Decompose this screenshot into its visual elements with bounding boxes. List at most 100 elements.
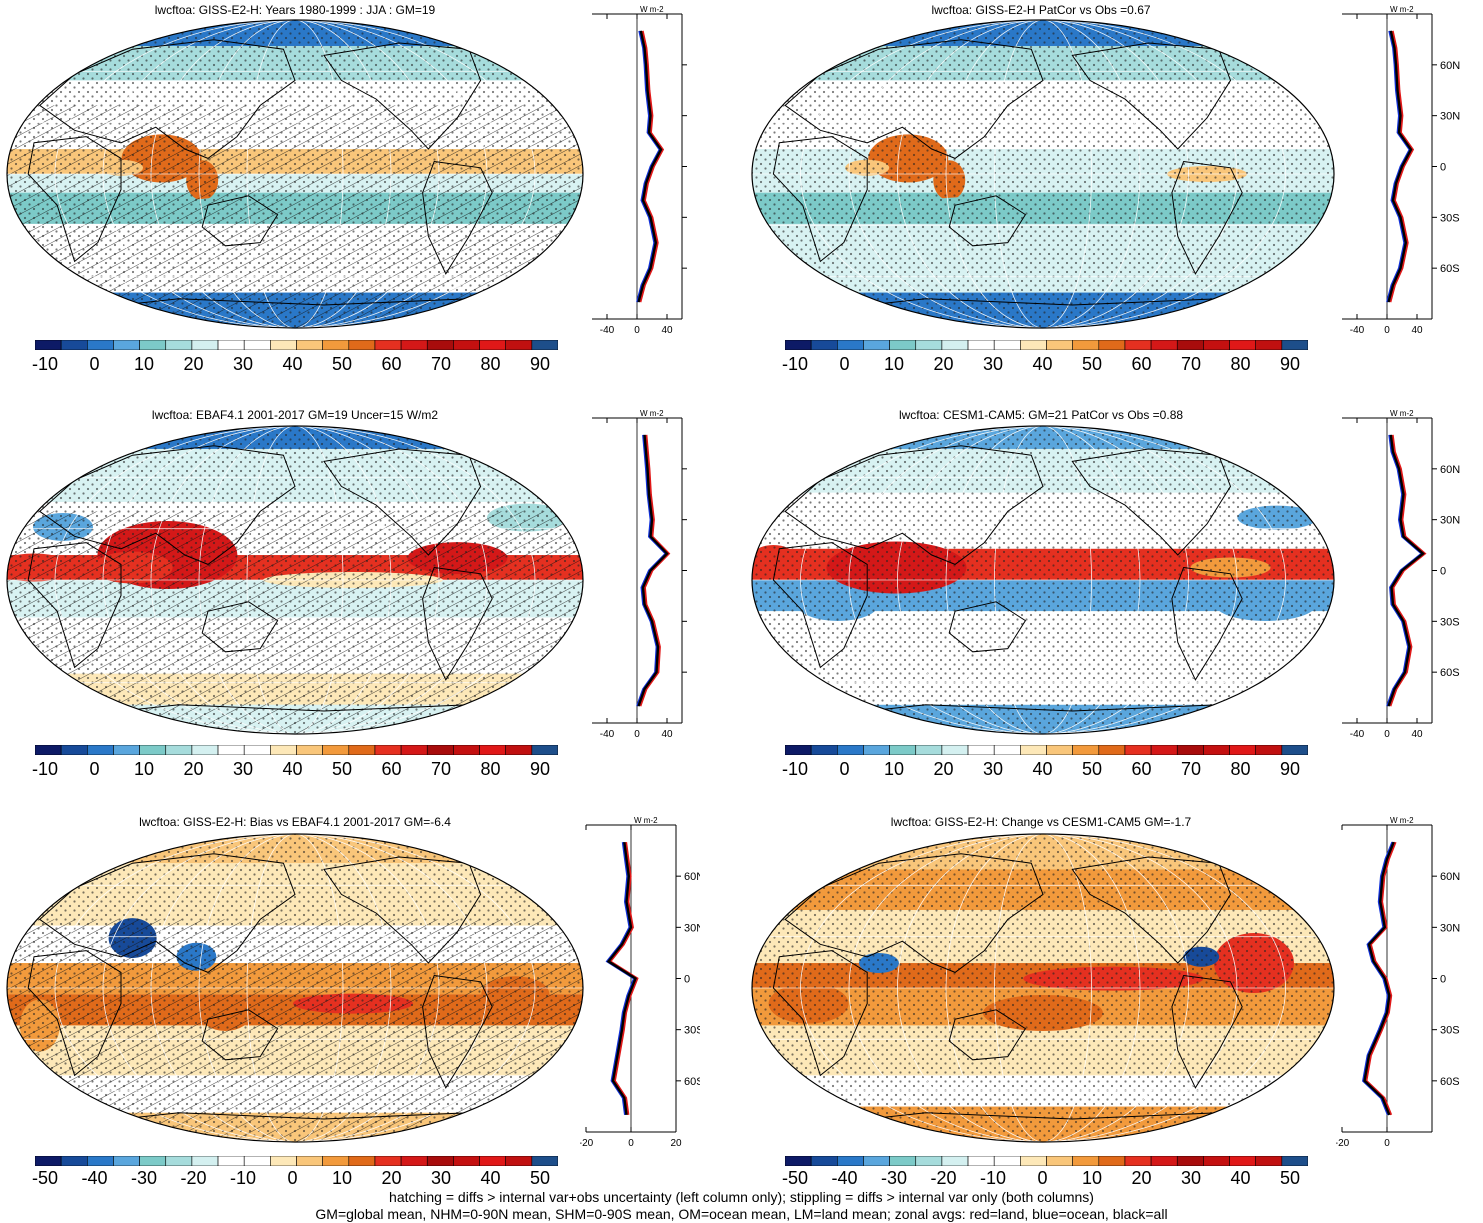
zonal-all-line bbox=[637, 434, 669, 707]
graticule-lon bbox=[198, 834, 392, 1142]
graticule-lon bbox=[800, 426, 1286, 734]
colorbar-cell bbox=[915, 1156, 943, 1166]
colorbar-label: 40 bbox=[282, 354, 303, 374]
colorbar-cell bbox=[941, 340, 969, 350]
panel-1: lwcftoa: GISS-E2-H: Years 1980-1999 : JJ… bbox=[0, 0, 741, 400]
y-tick-label: 30N bbox=[1440, 111, 1460, 123]
graticule-lon bbox=[54, 834, 536, 1142]
colorbar-cell bbox=[113, 1156, 140, 1166]
world-map bbox=[6, 19, 584, 329]
colorbar-cell bbox=[993, 340, 1021, 350]
graticule-lon bbox=[945, 20, 1141, 328]
colorbar-label: 50 bbox=[331, 354, 353, 374]
colorbar-cell bbox=[113, 340, 140, 350]
coastline bbox=[39, 445, 296, 565]
graticule-lon bbox=[150, 834, 440, 1142]
colorbar-label: -40 bbox=[831, 1168, 858, 1188]
colorbar-label: 40 bbox=[1032, 759, 1053, 779]
colorbar-label: 90 bbox=[1279, 759, 1301, 779]
colorbar-cell bbox=[322, 340, 350, 350]
colorbar-cell bbox=[243, 1156, 271, 1166]
panel-title: lwcftoa: EBAF4.1 2001-2017 GM=19 Uncer=1… bbox=[151, 408, 439, 422]
y-tick-label: 0 bbox=[1440, 162, 1446, 174]
colorbar-label: 90 bbox=[1279, 354, 1301, 374]
colorbar-cell bbox=[270, 745, 297, 755]
colorbar-cell bbox=[967, 745, 995, 755]
zonal-unit-label: W m-2 bbox=[634, 816, 658, 825]
coastline bbox=[422, 974, 493, 1089]
colorbar-cell bbox=[1150, 745, 1178, 755]
colorbar-label: 10 bbox=[883, 354, 905, 374]
colorbar-cell bbox=[60, 340, 88, 350]
map-border bbox=[751, 425, 1335, 735]
colorbar-label: 50 bbox=[1081, 354, 1103, 374]
colorbar-label: 30 bbox=[232, 354, 254, 374]
colorbar-cell bbox=[479, 745, 506, 755]
colorbar-label: 20 bbox=[381, 1168, 402, 1188]
zonal-ocean-line bbox=[1386, 30, 1411, 303]
colorbar-labels: -10 0 10 20 30 40 50 60 70 80 90 bbox=[741, 759, 1341, 783]
x-tick-label: -40 bbox=[1350, 729, 1365, 740]
coastline bbox=[323, 448, 482, 556]
x-tick-label: 0 bbox=[1384, 325, 1390, 336]
colorbar-cell bbox=[967, 340, 995, 350]
panel-5: lwcftoa: GISS-E2-H: Bias vs EBAF4.1 2001… bbox=[0, 812, 741, 1188]
colorbar-cell bbox=[1255, 340, 1283, 350]
zonal-unit-label: W m-2 bbox=[1390, 5, 1414, 14]
colorbar-label: -40 bbox=[81, 1168, 108, 1188]
zonal-all-line bbox=[637, 30, 663, 303]
colorbar-cell bbox=[296, 340, 323, 350]
graticule-lon bbox=[246, 426, 344, 734]
colorbar-label: -50 bbox=[31, 1168, 58, 1188]
zonal-all-line bbox=[1363, 841, 1395, 1116]
x-tick-label: 40 bbox=[1411, 325, 1423, 336]
y-tick-label: 30N bbox=[1440, 515, 1460, 527]
colorbar-cell bbox=[1281, 1156, 1308, 1166]
colorbar-cell bbox=[1020, 340, 1047, 350]
map-border bbox=[6, 425, 584, 735]
colorbar-cell bbox=[191, 1156, 219, 1166]
colorbar-label: 30 bbox=[1180, 1168, 1202, 1188]
colorbar-cell bbox=[270, 340, 297, 350]
colorbar-label: 70 bbox=[430, 354, 452, 374]
y-tick-label: 30S bbox=[1440, 212, 1460, 224]
panel-title: lwcftoa: GISS-E2-H: Change vs CESM1-CAM5… bbox=[890, 815, 1192, 829]
x-tick-label: 0 bbox=[628, 1138, 634, 1149]
zonal-ocean-line bbox=[636, 30, 661, 303]
colorbar-cell bbox=[139, 745, 167, 755]
colorbar-label: 60 bbox=[1131, 759, 1152, 779]
colorbar-cell bbox=[165, 1156, 193, 1166]
colorbar-label: 30 bbox=[232, 759, 254, 779]
colorbar-label: 20 bbox=[933, 354, 954, 374]
graticule-lon bbox=[945, 426, 1141, 734]
colorbar-label: 40 bbox=[282, 759, 303, 779]
map-border bbox=[6, 833, 584, 1143]
zonal-unit-label: W m-2 bbox=[1390, 816, 1414, 825]
colorbar-cell bbox=[86, 340, 114, 350]
map-border bbox=[751, 19, 1335, 329]
colorbar-cell bbox=[35, 340, 62, 350]
coastline bbox=[422, 160, 493, 275]
colorbar-label: 20 bbox=[933, 759, 954, 779]
coastline bbox=[201, 601, 279, 653]
coastline bbox=[1071, 856, 1232, 964]
colorbar-cell bbox=[836, 340, 864, 350]
x-tick-label: 0 bbox=[634, 729, 640, 740]
colorbar-cell bbox=[453, 1156, 480, 1166]
colorbar-cell bbox=[810, 745, 838, 755]
y-tick-label: 60N bbox=[1440, 60, 1460, 72]
colorbar-cell bbox=[374, 745, 402, 755]
colorbar-cell bbox=[1255, 745, 1283, 755]
colorbar-label: 30 bbox=[430, 1168, 452, 1188]
colorbar-cell bbox=[1203, 1156, 1230, 1166]
colorbar-cell bbox=[348, 1156, 376, 1166]
y-tick-label: 30S bbox=[684, 1025, 700, 1037]
colorbar-cell bbox=[1281, 745, 1308, 755]
colorbar-cell bbox=[1229, 1156, 1256, 1166]
graticule-lon bbox=[246, 20, 344, 328]
colorbar-labels: -50 -40 -30 -20 -10 0 10 20 30 40 50 bbox=[741, 1168, 1341, 1192]
zonal-land-line bbox=[639, 30, 665, 303]
world-map bbox=[6, 425, 584, 735]
colorbar-label: 0 bbox=[839, 354, 850, 374]
